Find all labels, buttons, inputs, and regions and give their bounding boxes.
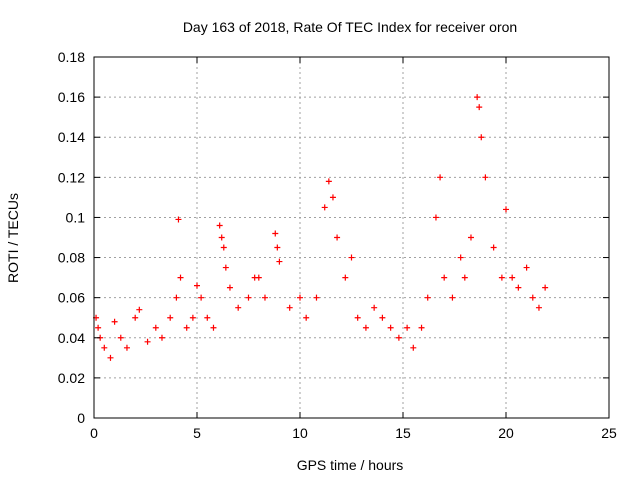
data-point	[313, 294, 320, 301]
data-points	[93, 94, 549, 361]
data-point	[371, 304, 378, 311]
y-tick-label: 0.12	[58, 169, 85, 185]
data-point	[204, 314, 211, 321]
y-tick-label: 0.06	[58, 290, 85, 306]
data-point	[509, 274, 516, 281]
data-point	[395, 334, 402, 341]
y-tick-label: 0.08	[58, 250, 85, 266]
chart-title: Day 163 of 2018, Rate Of TEC Index for r…	[183, 19, 517, 35]
data-point	[476, 104, 483, 111]
data-point	[272, 230, 279, 237]
data-point	[136, 306, 143, 313]
data-point	[404, 324, 411, 331]
data-point	[482, 174, 489, 181]
data-point	[132, 314, 139, 321]
data-point	[529, 294, 536, 301]
data-point	[189, 314, 196, 321]
data-point	[220, 244, 227, 251]
data-point	[348, 254, 355, 261]
y-tick-label: 0.18	[58, 49, 85, 65]
data-point	[167, 314, 174, 321]
data-point	[449, 294, 456, 301]
data-point	[535, 304, 542, 311]
data-point	[261, 294, 268, 301]
data-point	[441, 274, 448, 281]
data-point	[297, 294, 303, 301]
data-point	[183, 324, 190, 331]
data-point	[418, 324, 425, 331]
data-point	[222, 264, 229, 271]
data-point	[95, 324, 102, 331]
data-point	[235, 304, 242, 311]
y-tick-label: 0	[77, 410, 85, 426]
data-point	[226, 284, 233, 291]
data-point	[354, 314, 361, 321]
x-tick-label: 5	[193, 425, 201, 441]
data-point	[158, 334, 165, 341]
data-point	[503, 206, 509, 213]
data-point	[245, 294, 252, 301]
data-point	[329, 194, 336, 201]
data-point	[432, 214, 439, 221]
data-point	[218, 234, 225, 241]
data-point	[437, 174, 444, 181]
y-tick-label: 0.16	[58, 89, 85, 105]
x-tick-label: 10	[292, 425, 308, 441]
data-point	[210, 324, 217, 331]
data-point	[194, 282, 200, 289]
y-tick-label: 0.1	[66, 209, 86, 225]
data-point	[490, 244, 497, 251]
x-tick-label: 0	[90, 425, 98, 441]
data-point	[325, 178, 332, 185]
data-point	[515, 284, 522, 291]
data-point	[379, 314, 386, 321]
y-tick-label: 0.02	[58, 370, 85, 386]
data-point	[274, 244, 281, 251]
data-point	[175, 216, 182, 223]
data-point	[321, 204, 328, 211]
data-point	[107, 354, 114, 361]
y-axis-label: ROTI / TECUs	[5, 193, 21, 283]
data-point	[216, 222, 223, 229]
y-tick-label: 0.14	[58, 129, 85, 145]
x-tick-label: 20	[498, 425, 514, 441]
data-point	[117, 334, 124, 341]
data-point	[342, 274, 349, 281]
x-tick-label: 25	[601, 425, 617, 441]
data-point	[303, 314, 310, 321]
data-point	[474, 94, 481, 101]
data-point	[101, 344, 108, 351]
data-point	[457, 254, 464, 261]
x-axis-label: GPS time / hours	[297, 457, 404, 473]
data-point	[424, 294, 431, 301]
data-point	[144, 338, 151, 345]
data-point	[334, 234, 341, 241]
data-point	[542, 284, 549, 291]
data-point	[276, 258, 283, 265]
plot-frame	[93, 56, 610, 419]
data-point	[152, 324, 159, 331]
data-point	[111, 318, 118, 325]
data-point	[255, 274, 262, 281]
y-tick-label: 0.04	[58, 330, 85, 346]
data-point	[286, 304, 293, 311]
x-tick-label: 15	[395, 425, 411, 441]
data-point	[467, 234, 474, 241]
data-point	[198, 294, 205, 301]
data-point	[387, 324, 394, 331]
data-point	[362, 324, 369, 331]
axis-ticks: 0 5 10 15 20 25 0 0.02 0.04 0.06 0.08 0.1 0.12 0.14 0.…	[58, 49, 617, 441]
data-point	[177, 274, 184, 281]
data-point	[478, 134, 485, 141]
grid-lines	[94, 57, 609, 418]
data-point	[523, 264, 530, 271]
data-point	[173, 294, 180, 301]
data-point	[461, 274, 468, 281]
data-point	[123, 344, 130, 351]
data-point	[410, 344, 417, 351]
data-point	[498, 274, 505, 281]
